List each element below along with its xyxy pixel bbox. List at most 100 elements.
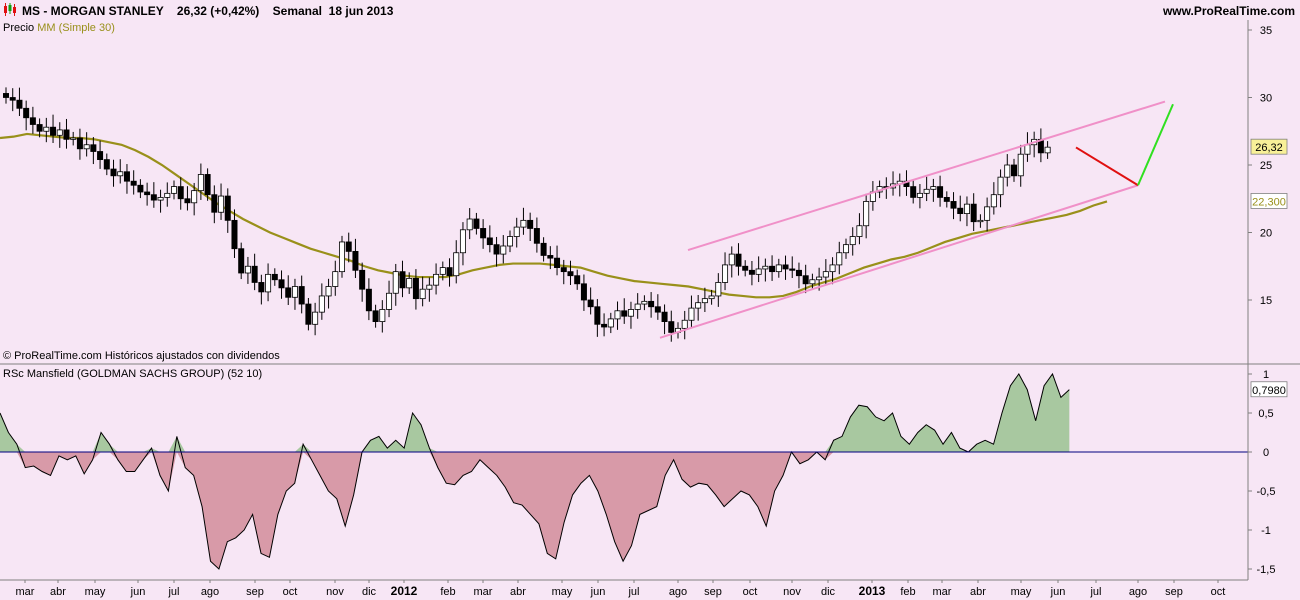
candle-body bbox=[211, 194, 218, 213]
candle-body bbox=[950, 201, 957, 209]
candle-body bbox=[392, 271, 399, 294]
candle-body bbox=[701, 298, 708, 304]
price-badge-text: 26,32 bbox=[1255, 142, 1283, 154]
candle-body bbox=[170, 186, 177, 194]
ma-badge-text: 22,300 bbox=[1252, 196, 1286, 208]
indicator-label: RSc Mansfield (GOLDMAN SACHS GROUP) (52 … bbox=[3, 368, 263, 380]
candle-body bbox=[453, 252, 460, 277]
time-tick-label: ago bbox=[201, 586, 219, 598]
candle-body bbox=[661, 311, 668, 322]
candle-body bbox=[144, 191, 151, 196]
symbol-name: MS - MORGAN STANLEY bbox=[22, 4, 164, 18]
time-tick-label: abr bbox=[510, 586, 526, 598]
candle-body bbox=[1011, 164, 1018, 177]
candle-body bbox=[809, 279, 816, 285]
value-badges: 26,32 22,300 0,7980 bbox=[1250, 138, 1288, 398]
candle-body bbox=[218, 195, 225, 213]
time-tick-label: sep bbox=[246, 586, 264, 598]
candle-body bbox=[184, 198, 191, 204]
site-link[interactable]: www.ProRealTime.com bbox=[1162, 4, 1295, 18]
candle-body bbox=[56, 129, 63, 136]
candle-body bbox=[614, 310, 621, 320]
candle-body bbox=[164, 192, 171, 198]
candle-body bbox=[312, 311, 319, 325]
time-tick-label: nov bbox=[326, 586, 344, 598]
candle-body bbox=[916, 192, 923, 198]
copyright-note: © ProRealTime.com Históricos ajustados c… bbox=[3, 350, 280, 362]
time-tick-label: dic bbox=[821, 586, 836, 598]
axes: 35 30 25 20 15 1 0,5 0 -0,5 -1 -1,5 mar abr may jun jul… bbox=[0, 20, 1300, 598]
candle-body bbox=[681, 319, 688, 329]
projection-up-line bbox=[1137, 103, 1174, 186]
candle-body bbox=[782, 264, 789, 270]
time-tick-label: oct bbox=[743, 586, 758, 598]
candle-body bbox=[547, 255, 554, 259]
price-tick-label: 15 bbox=[1260, 295, 1272, 307]
time-tick-label: 2013 bbox=[859, 584, 886, 598]
candle-body bbox=[594, 306, 601, 325]
candle-body bbox=[359, 269, 366, 290]
price-tick-label: 30 bbox=[1260, 93, 1272, 105]
candle-body bbox=[446, 267, 453, 277]
candle-body bbox=[527, 219, 534, 229]
candle-body bbox=[856, 225, 863, 237]
candle-body bbox=[480, 228, 487, 239]
trend-lines bbox=[659, 100, 1174, 339]
candle-body bbox=[634, 303, 641, 310]
candle-body bbox=[110, 168, 117, 177]
candle-body bbox=[459, 229, 466, 254]
candle-body bbox=[587, 299, 594, 308]
candle-body bbox=[1017, 153, 1024, 177]
candle-body bbox=[197, 174, 204, 192]
ind-badge-box bbox=[1250, 381, 1288, 398]
candle-body bbox=[849, 236, 856, 246]
candle-body bbox=[97, 151, 104, 161]
candle-body bbox=[231, 219, 238, 250]
candle-body bbox=[150, 194, 157, 201]
candle-body bbox=[668, 321, 675, 333]
channel-lower-line bbox=[659, 184, 1139, 339]
candle-body bbox=[345, 241, 352, 252]
chart-date: 18 jun 2013 bbox=[328, 4, 394, 18]
candle-body bbox=[863, 201, 870, 227]
candle-body bbox=[251, 265, 258, 283]
candle-body bbox=[795, 269, 802, 277]
candle-body bbox=[963, 203, 970, 214]
candle-body bbox=[822, 271, 829, 278]
moving-average bbox=[0, 132, 1108, 299]
candle-body bbox=[352, 250, 359, 271]
time-tick-label: jul bbox=[167, 586, 179, 598]
time-tick-label: may bbox=[552, 586, 573, 598]
time-tick-label: jun bbox=[590, 586, 606, 598]
candle-body bbox=[23, 107, 30, 119]
candle-body bbox=[177, 186, 184, 200]
candle-body bbox=[439, 267, 446, 275]
candle-body bbox=[977, 219, 984, 223]
candle-body bbox=[533, 228, 540, 244]
candle-body bbox=[984, 206, 991, 221]
candle-body bbox=[16, 99, 23, 109]
price-tick-label: 25 bbox=[1260, 160, 1272, 172]
ma-badge-box bbox=[1250, 193, 1288, 209]
candle-body bbox=[9, 97, 16, 101]
indicator-tick-label: -0,5 bbox=[1257, 486, 1276, 498]
candle-body bbox=[318, 295, 325, 313]
candle-body bbox=[379, 309, 386, 323]
time-tick-label: dic bbox=[362, 586, 377, 598]
candle-body bbox=[748, 269, 755, 275]
candle-body bbox=[715, 282, 722, 297]
candle-body bbox=[836, 252, 843, 266]
time-tick-label: sep bbox=[1165, 586, 1183, 598]
candle-body bbox=[1044, 146, 1051, 154]
candle-body bbox=[601, 323, 608, 328]
price-badge-box bbox=[1250, 138, 1288, 155]
indicator-tick-label: -1,5 bbox=[1257, 564, 1276, 576]
candle-body bbox=[789, 268, 796, 271]
candle-body bbox=[910, 186, 917, 198]
candle-body bbox=[970, 203, 977, 223]
candle-body bbox=[486, 237, 493, 246]
time-tick-label: may bbox=[1011, 586, 1032, 598]
candle-body bbox=[265, 273, 272, 293]
candle-body bbox=[654, 306, 661, 313]
candle-body bbox=[433, 273, 440, 286]
